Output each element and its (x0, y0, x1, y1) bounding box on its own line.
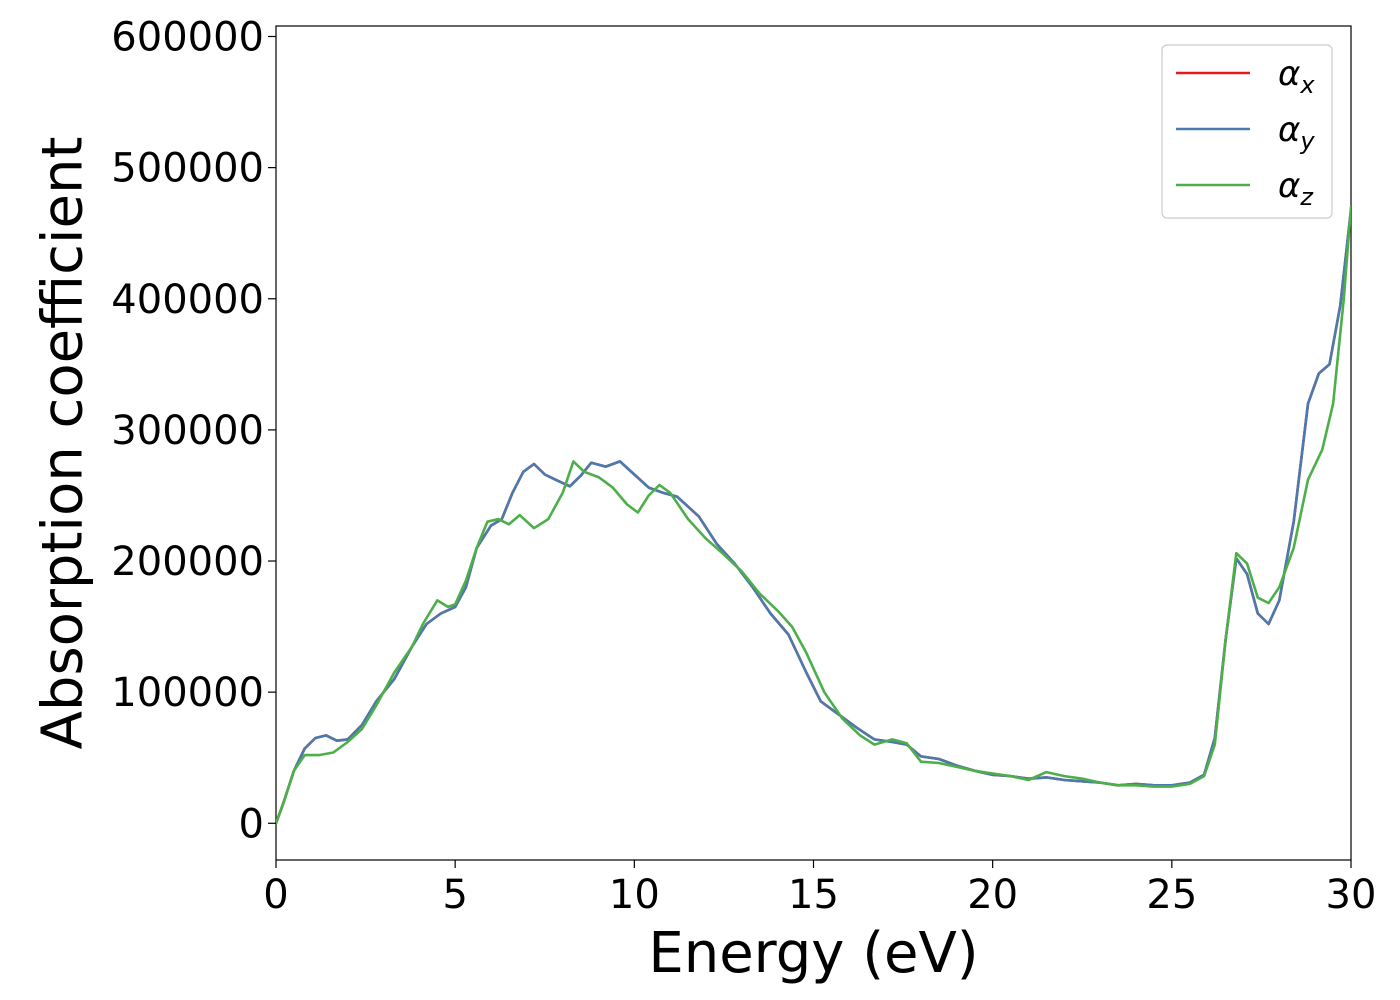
x-tick-label: 10 (609, 872, 660, 918)
x-tick-label: 15 (788, 872, 839, 918)
y-axis-ticks: 0 100000 200000 300000 400000 500000 600000 (111, 14, 276, 847)
x-axis-ticks: 0 5 10 15 20 25 30 (263, 860, 1376, 918)
y-tick-label: 600000 (111, 14, 264, 60)
x-tick-label: 30 (1326, 872, 1377, 918)
series-line-y (276, 208, 1351, 825)
series-line-z (276, 205, 1351, 825)
series-line-x (276, 208, 1351, 825)
y-tick-label: 500000 (111, 146, 264, 192)
x-tick-label: 5 (442, 872, 467, 918)
legend-label-z: αz (1278, 166, 1314, 211)
x-tick-label: 20 (967, 872, 1018, 918)
series-layer (276, 205, 1351, 825)
y-tick-label: 100000 (111, 670, 264, 716)
x-tick-label: 25 (1146, 872, 1197, 918)
y-axis-title: Absorption coefficient (31, 137, 96, 750)
x-tick-label: 0 (263, 872, 288, 918)
y-tick-label: 300000 (111, 408, 264, 454)
y-tick-label: 200000 (111, 539, 264, 585)
legend-box (1161, 44, 1333, 219)
y-tick-label: 0 (239, 801, 264, 847)
y-tick-label: 400000 (111, 277, 264, 323)
x-axis-title: Energy (eV) (648, 921, 978, 986)
